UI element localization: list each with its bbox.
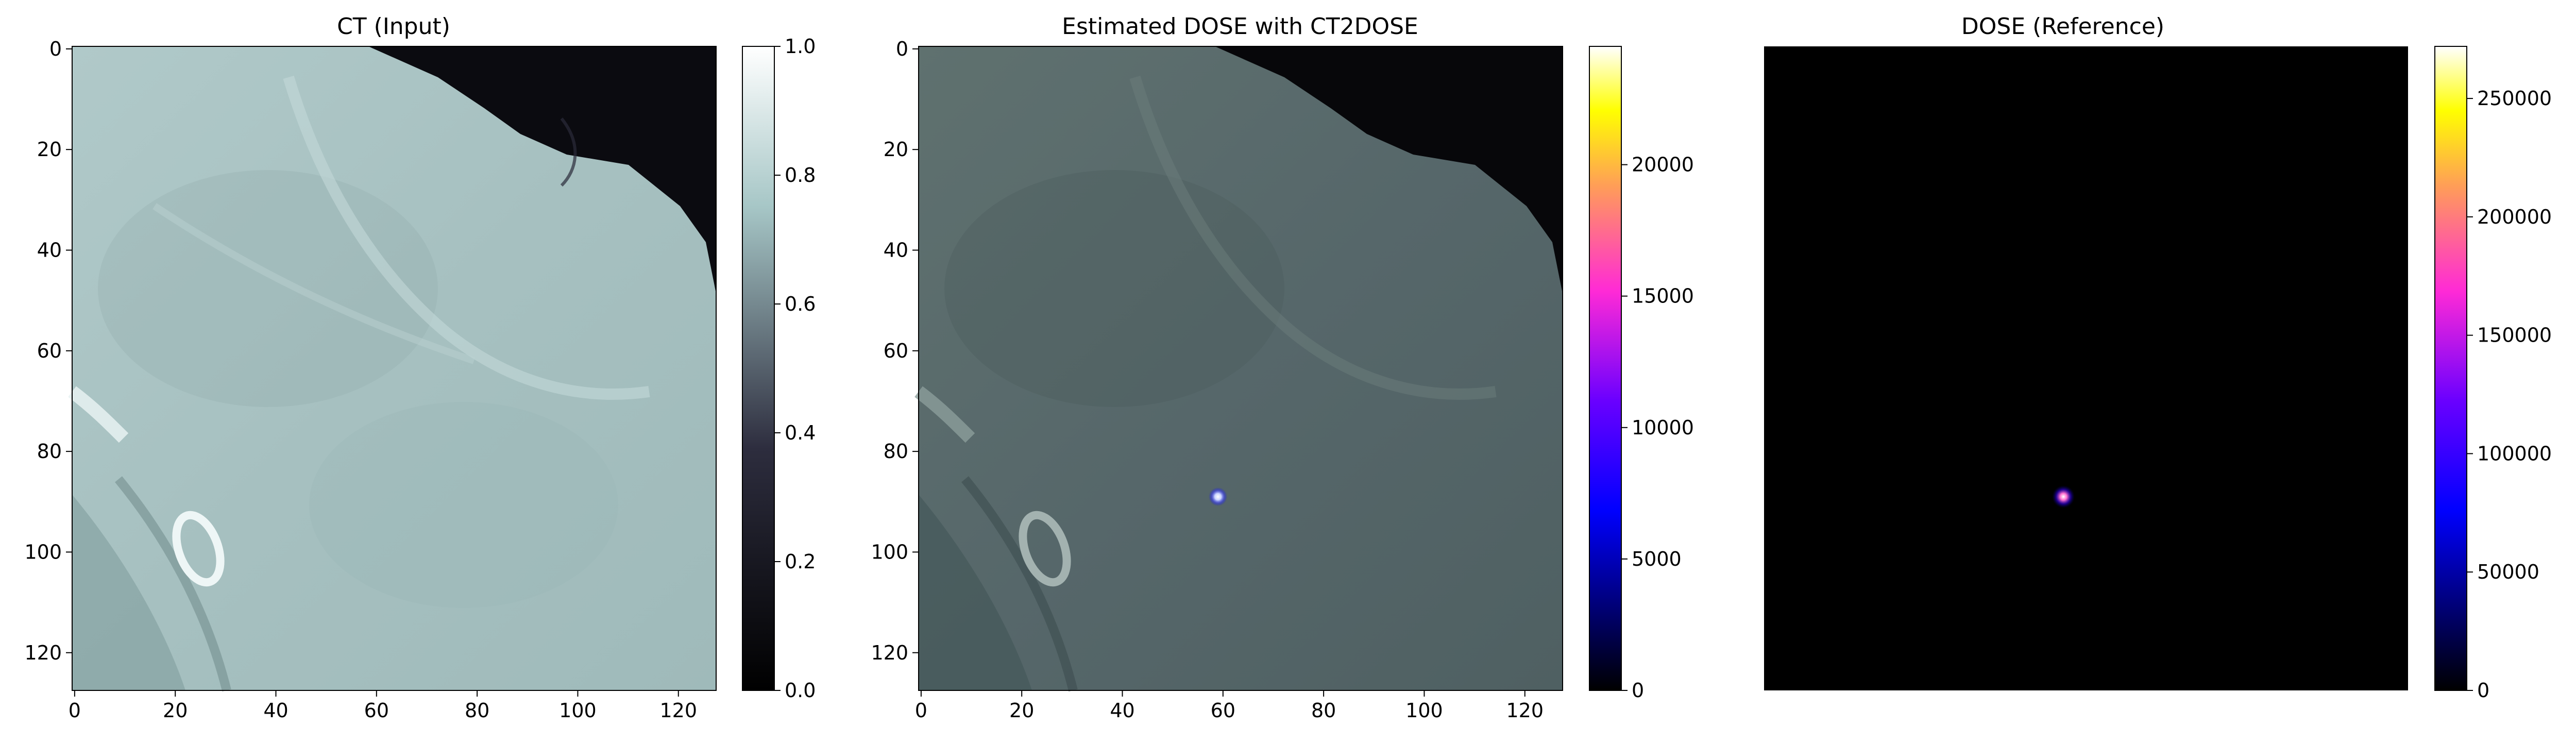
y-tick-label: 40: [37, 239, 62, 262]
dose-hotspot: [2052, 485, 2075, 509]
colorbar-tick-label: 150000: [2477, 324, 2552, 347]
colorbar-tick-label: 100000: [2477, 442, 2552, 465]
x-tick-label: 80: [1311, 699, 1336, 722]
colorbar-tick-label: 15000: [1632, 285, 1694, 308]
x-tick-label: 120: [659, 699, 697, 722]
y-tick-label: 60: [884, 340, 908, 362]
y-tick-label: 120: [24, 641, 62, 664]
axes-frame: [918, 46, 1563, 691]
colorbar-tick-label: 20000: [1632, 154, 1694, 176]
panel-title: DOSE (Reference): [1961, 13, 2164, 40]
y-tick-label: 80: [884, 440, 908, 463]
dose-hotspot: [1209, 487, 1228, 506]
colorbar-ct: 0.0 0.2 0.4 0.6 0.8 1.0: [742, 35, 816, 702]
colorbar-tick-label: 1.0: [785, 35, 816, 58]
y-tick-label: 0: [49, 38, 62, 60]
x-tick-label: 20: [163, 699, 188, 722]
x-tick-label: 20: [1009, 699, 1034, 722]
y-tick-label: 40: [884, 239, 908, 262]
y-tick-label: 120: [871, 641, 908, 664]
x-tick-label: 40: [263, 699, 288, 722]
x-tick-label: 100: [559, 699, 597, 722]
y-tick-label: 60: [37, 340, 62, 362]
y-tick-label: 0: [896, 38, 908, 60]
colorbar-tick-label: 0.0: [785, 679, 816, 702]
y-tick-label: 100: [871, 540, 908, 563]
colorbar-tick-label: 50000: [2477, 561, 2539, 583]
ct-image: [68, 46, 716, 692]
colorbar-tick-label: 10000: [1632, 416, 1694, 439]
dose-overlay-image: [914, 46, 1563, 692]
x-tick-label: 40: [1110, 699, 1134, 722]
axes-frame: [72, 46, 717, 691]
colorbar-tick-label: 0.8: [785, 164, 816, 187]
y-tick-label: 20: [37, 138, 62, 161]
reference-dose-image: [1764, 46, 2408, 690]
x-tick-label: 100: [1405, 699, 1443, 722]
y-tick-label: 20: [884, 138, 908, 161]
x-tick-label: 80: [465, 699, 489, 722]
colorbar-tick-label: 0.6: [785, 293, 816, 315]
colorbar-tick-label: 5000: [1632, 548, 1682, 570]
panel-estimated-dose: Estimated DOSE with CT2DOSE: [914, 13, 1563, 692]
panel-title: CT (Input): [337, 13, 450, 40]
x-tick-label: 60: [1211, 699, 1235, 722]
colorbar-tick-label: 0.4: [785, 421, 816, 444]
y-tick-label: 100: [24, 540, 62, 563]
x-tick-label: 0: [915, 699, 927, 722]
colorbar-tick-label: 200000: [2477, 206, 2552, 228]
colorbar-tick-label: 250000: [2477, 87, 2552, 110]
colorbar-estimated-dose: 0 5000 10000 15000 20000: [1589, 46, 1694, 702]
y-tick-label: 80: [37, 440, 62, 463]
colorbar-tick-label: 0.2: [785, 550, 816, 573]
panel-reference-dose: DOSE (Reference): [1764, 13, 2408, 690]
x-tick-label: 120: [1506, 699, 1544, 722]
x-tick-label: 60: [364, 699, 389, 722]
panel-title: Estimated DOSE with CT2DOSE: [1062, 13, 1418, 40]
x-tick-label: 0: [69, 699, 81, 722]
colorbar-tick-label: 0: [1632, 679, 1644, 702]
colorbar-tick-label: 0: [2477, 679, 2489, 702]
panel-ct-input: CT (Input): [68, 13, 716, 692]
colorbar-reference-dose: 0 50000 100000 150000 200000 250000: [2434, 46, 2552, 702]
